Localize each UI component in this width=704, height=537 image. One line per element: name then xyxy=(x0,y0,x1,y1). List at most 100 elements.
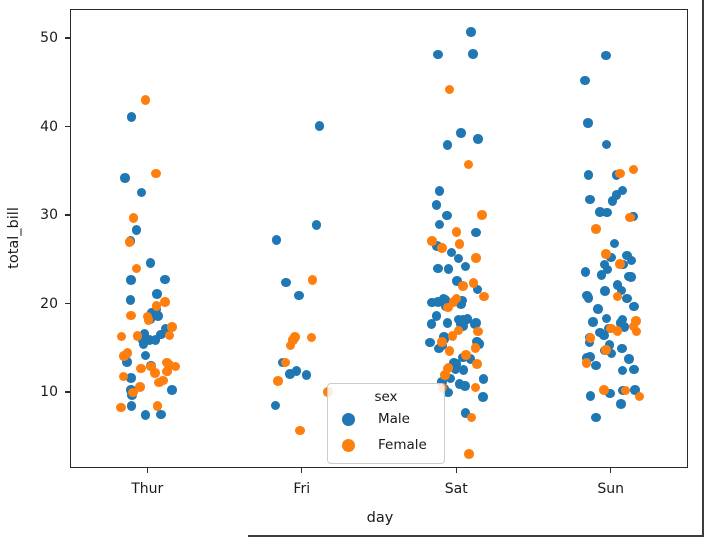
data-point-male xyxy=(425,337,435,348)
data-point-female xyxy=(612,326,623,336)
data-point-female xyxy=(477,210,487,220)
data-point-female xyxy=(444,84,455,95)
data-point-male xyxy=(619,322,630,332)
data-point-male xyxy=(446,247,457,258)
data-point-male xyxy=(145,258,156,268)
y-tick-mark xyxy=(65,302,70,305)
data-point-female xyxy=(612,291,623,302)
data-point-female xyxy=(128,387,138,398)
data-point-male xyxy=(617,185,628,196)
data-point-male xyxy=(596,270,607,280)
data-point-female xyxy=(164,360,174,370)
data-point-female xyxy=(470,343,481,353)
data-point-female xyxy=(306,332,317,343)
data-point-male xyxy=(139,329,150,339)
x-tick-mark xyxy=(455,468,457,473)
data-point-male xyxy=(314,121,325,131)
x-tick-label: Sat xyxy=(444,481,468,497)
data-point-male xyxy=(458,365,469,375)
data-point-female xyxy=(119,351,129,361)
data-point-male xyxy=(434,219,445,230)
data-point-female xyxy=(451,227,462,237)
legend-entry: Male xyxy=(336,406,436,432)
data-point-male xyxy=(147,307,157,318)
data-point-female xyxy=(131,263,142,274)
data-point-male xyxy=(120,173,130,183)
data-point-male xyxy=(450,364,461,374)
data-point-male xyxy=(294,290,304,301)
data-point-male xyxy=(301,370,312,380)
data-point-female xyxy=(466,412,477,422)
data-point-male xyxy=(285,369,295,379)
data-point-male xyxy=(600,286,610,296)
data-point-male xyxy=(465,354,476,364)
data-point-male xyxy=(466,27,476,37)
data-point-male xyxy=(606,252,616,263)
x-tick-mark xyxy=(146,468,148,473)
data-point-male xyxy=(602,264,613,275)
data-point-male xyxy=(138,339,149,350)
data-point-male xyxy=(458,321,468,331)
y-tick-mark xyxy=(65,214,70,216)
data-point-female xyxy=(307,275,318,285)
legend: sex Male Female xyxy=(327,383,445,464)
data-point-female xyxy=(479,291,489,302)
data-point-female xyxy=(631,326,642,337)
data-point-female xyxy=(140,95,151,105)
data-point-male xyxy=(595,207,605,217)
data-point-female xyxy=(295,425,305,436)
data-point-male xyxy=(599,259,610,270)
data-point-male xyxy=(473,134,483,144)
data-point-male xyxy=(152,289,162,299)
data-point-female xyxy=(472,359,482,369)
data-point-female xyxy=(167,322,177,332)
data-point-female xyxy=(473,326,483,337)
data-point-female xyxy=(620,385,631,396)
data-point-female xyxy=(606,323,616,334)
data-point-male xyxy=(472,284,483,295)
data-point-female xyxy=(132,331,143,341)
data-point-male xyxy=(616,399,626,409)
data-point-male xyxy=(630,385,640,395)
data-point-male xyxy=(601,50,611,61)
data-point-male xyxy=(604,340,615,350)
x-tick-label: Fri xyxy=(293,481,311,497)
data-point-female xyxy=(427,236,437,246)
data-point-female xyxy=(601,345,611,355)
data-point-male xyxy=(136,187,147,198)
data-point-female xyxy=(591,224,601,234)
data-point-female xyxy=(160,297,170,307)
y-tick-mark xyxy=(65,391,70,393)
data-point-male xyxy=(585,352,595,362)
data-point-female xyxy=(280,357,291,368)
data-point-male xyxy=(583,170,594,180)
data-point-male xyxy=(629,364,639,375)
data-point-female xyxy=(443,362,454,373)
data-point-male xyxy=(622,293,632,304)
data-point-male xyxy=(311,220,322,230)
data-point-male xyxy=(478,374,489,384)
x-tick-mark xyxy=(610,468,612,473)
x-axis-label: day xyxy=(366,510,394,526)
data-point-male xyxy=(144,335,155,345)
data-point-female xyxy=(471,253,481,263)
legend-marker-female-icon xyxy=(342,438,355,452)
data-point-female xyxy=(634,391,645,402)
data-point-male xyxy=(470,319,480,329)
legend-entry: Female xyxy=(336,432,436,458)
data-point-male xyxy=(443,264,454,274)
data-point-male xyxy=(474,339,485,349)
data-point-male xyxy=(140,350,151,361)
legend-title: sex xyxy=(374,389,398,405)
data-point-male xyxy=(431,200,442,210)
data-point-female xyxy=(581,358,592,368)
data-point-male xyxy=(442,140,453,150)
data-point-male xyxy=(601,139,612,150)
data-point-female xyxy=(585,333,596,343)
data-point-female xyxy=(437,337,447,347)
data-point-male xyxy=(583,293,594,303)
data-point-male xyxy=(585,391,596,401)
data-point-male xyxy=(150,335,161,345)
data-point-female xyxy=(628,164,639,175)
y-axis-label: total_bill xyxy=(6,207,22,269)
